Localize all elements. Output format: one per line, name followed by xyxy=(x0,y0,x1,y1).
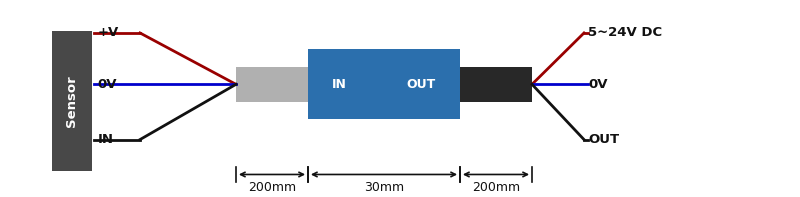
Text: +V: +V xyxy=(98,26,119,39)
Bar xyxy=(460,67,532,102)
Text: OUT: OUT xyxy=(406,78,436,91)
Text: 200mm: 200mm xyxy=(248,181,296,194)
Text: OUT: OUT xyxy=(588,133,619,146)
Text: Sensor: Sensor xyxy=(66,75,78,127)
Bar xyxy=(236,67,308,102)
Text: 200mm: 200mm xyxy=(472,181,520,194)
Text: 0V: 0V xyxy=(588,78,607,91)
Text: 5~24V DC: 5~24V DC xyxy=(588,26,662,39)
Bar xyxy=(52,31,92,171)
Text: 30mm: 30mm xyxy=(364,181,404,194)
Text: IN: IN xyxy=(332,78,347,91)
Bar xyxy=(308,49,460,119)
Text: IN: IN xyxy=(98,133,114,146)
Text: 0V: 0V xyxy=(98,78,117,91)
